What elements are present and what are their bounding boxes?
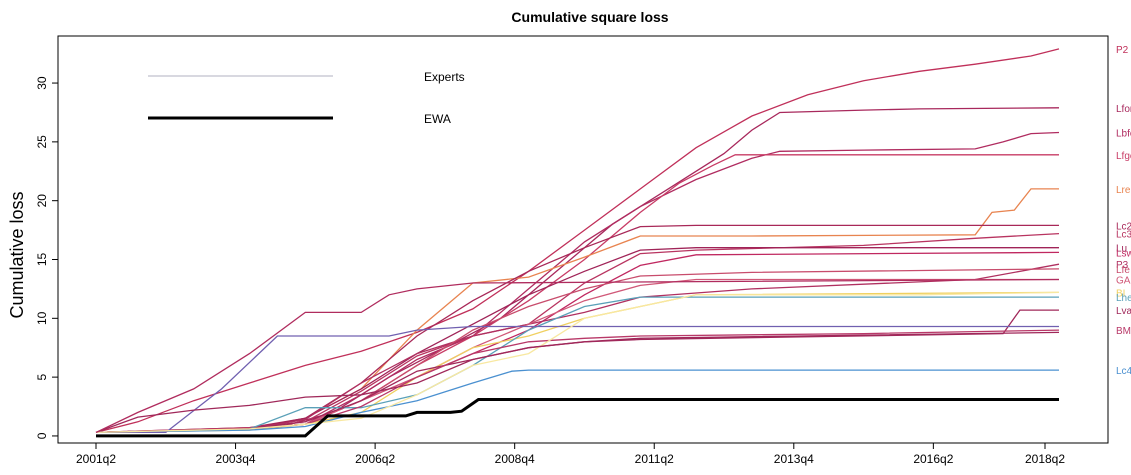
y-tick-label: 15 xyxy=(35,253,49,267)
expert-series-line xyxy=(95,278,1060,433)
y-tick-label: 0 xyxy=(35,432,49,439)
series-end-label: Lfgc xyxy=(1116,151,1131,162)
series-end-label: Lfor xyxy=(1116,104,1131,115)
series-end-label: GA xyxy=(1116,275,1131,286)
series-end-label: Lc4 xyxy=(1116,366,1131,377)
expert-series-line xyxy=(95,131,1060,434)
x-tick-label: 2016q2 xyxy=(913,452,953,466)
y-tick-label: 25 xyxy=(35,135,49,149)
series-end-label: Lc3 xyxy=(1116,230,1131,241)
expert-series-line xyxy=(95,329,1060,434)
ewa-series-layer xyxy=(96,398,1059,438)
expert-series-line xyxy=(95,247,1059,434)
ewa-series-line xyxy=(96,398,1059,438)
x-tick-label: 2018q2 xyxy=(1025,452,1065,466)
legend-ewa-label: EWA xyxy=(424,112,451,126)
x-tick-label: 2013q4 xyxy=(774,452,814,466)
series-end-label: Lre xyxy=(1116,185,1131,196)
x-axis: 2001q2 2003q4 2006q2 2008q4 2011q2 2013q4 2016… xyxy=(76,443,1065,466)
series-end-label: Lfe xyxy=(1116,265,1130,276)
y-tick-label: 20 xyxy=(35,194,49,208)
series-end-label: Lbfc xyxy=(1116,128,1131,139)
series-end-label: Lva xyxy=(1116,306,1131,317)
x-tick-label: 2008q4 xyxy=(495,452,535,466)
series-end-label: Lhe xyxy=(1116,293,1131,304)
x-tick-label: 2011q2 xyxy=(635,452,674,466)
expert-series-line xyxy=(96,325,1059,434)
series-end-label: BM xyxy=(1116,326,1131,337)
expert-series-layer xyxy=(95,48,1060,434)
expert-series-line xyxy=(95,224,1059,434)
y-tick-label: 10 xyxy=(35,311,49,325)
y-tick-label: 5 xyxy=(35,373,49,380)
series-end-label: Lsw xyxy=(1116,248,1131,259)
series-end-label: BI xyxy=(1116,288,1125,299)
x-tick-label: 2006q2 xyxy=(355,452,395,466)
expert-series-line xyxy=(95,369,1059,434)
chart-title: Cumulative square loss xyxy=(511,9,668,25)
expert-series-line xyxy=(95,48,1060,434)
legend-experts-label: Experts xyxy=(424,70,465,84)
series-end-label: P3 xyxy=(1116,260,1129,271)
series-end-label: Lc2 xyxy=(1116,221,1131,232)
legend: Experts EWA xyxy=(148,70,465,126)
plot-frame xyxy=(57,35,1109,444)
expert-series-line xyxy=(95,296,1059,434)
y-tick-label: 30 xyxy=(35,76,49,90)
x-tick-label: 2003q4 xyxy=(216,452,256,466)
y-axis-label: Cumulative loss xyxy=(7,191,27,318)
expert-series-line xyxy=(95,278,1059,434)
series-end-label: Lu xyxy=(1116,244,1127,255)
expert-series-line xyxy=(95,291,1060,434)
series-end-label: P2 xyxy=(1116,45,1129,56)
expert-series-line xyxy=(95,331,1060,434)
y-axis: 0 5 10 15 20 25 30 xyxy=(35,76,58,439)
expert-series-line xyxy=(95,263,1060,434)
x-tick-label: 2001q2 xyxy=(76,452,116,466)
